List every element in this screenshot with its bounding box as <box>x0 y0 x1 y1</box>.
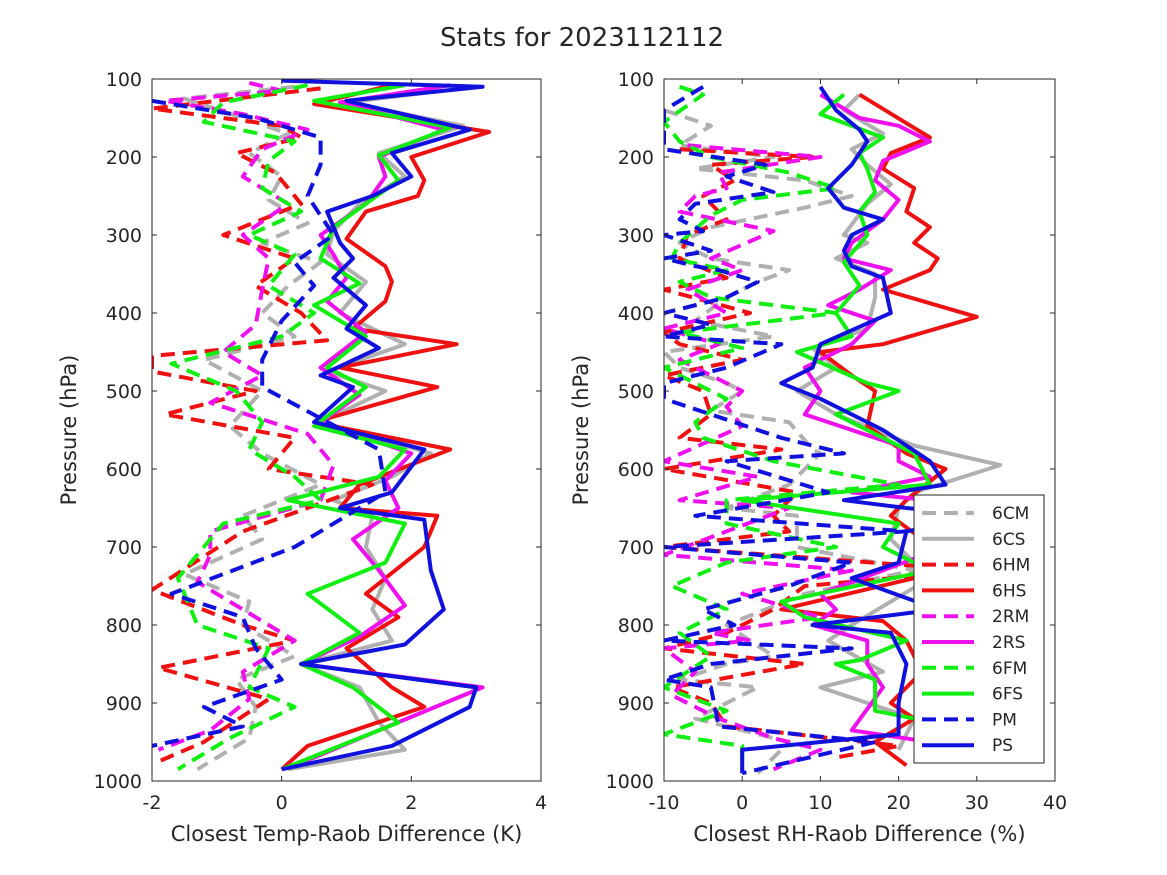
legend-label-2rs: 2RS <box>992 633 1025 653</box>
y-axis-label: Pressure (hPa) <box>569 355 593 506</box>
series-line-ps <box>281 79 485 772</box>
series-line-6fm <box>169 83 323 772</box>
x-tick-label: -10 <box>648 792 679 814</box>
series-line-6cs <box>794 93 1003 751</box>
axes-box <box>663 78 1056 782</box>
x-axis-label: Closest Temp-Raob Difference (K) <box>171 822 523 846</box>
series-line-6cm <box>664 108 917 775</box>
y-tick-label: 500 <box>106 381 142 403</box>
legend-label-2rm: 2RM <box>992 607 1029 627</box>
y-tick-label: 900 <box>106 693 142 715</box>
legend-label-6cm: 6CM <box>992 504 1029 524</box>
x-tick-label: 10 <box>808 792 832 814</box>
series-group <box>664 84 1003 776</box>
y-axis-label: Pressure (hPa) <box>57 355 81 506</box>
legend-label-6fm: 6FM <box>992 659 1027 679</box>
y-tick-label: 800 <box>618 615 654 637</box>
series-line-2rm <box>157 80 336 752</box>
y-tick-label: 200 <box>618 147 654 169</box>
y-tick-label: 300 <box>106 225 142 247</box>
y-tick-label: 1000 <box>94 771 142 793</box>
y-tick-label: 400 <box>106 303 142 325</box>
y-tick-label: 600 <box>618 459 654 481</box>
x-tick-label: 20 <box>887 792 911 814</box>
series-line-6fs <box>740 93 932 740</box>
y-tick-label: 700 <box>106 537 142 559</box>
y-tick-label: 800 <box>106 615 142 637</box>
series-line-ps <box>740 85 987 774</box>
series-line-6hm <box>152 86 375 764</box>
y-tick-label: 1000 <box>606 771 654 793</box>
legend-label-pm: PM <box>992 710 1017 730</box>
y-tick-label: 200 <box>106 147 142 169</box>
x-tick-label: 4 <box>535 792 547 814</box>
y-tick-label: 700 <box>618 537 654 559</box>
y-tick-label: 500 <box>618 381 654 403</box>
legend-label-6hm: 6HM <box>992 556 1030 576</box>
series-line-pm <box>664 85 909 776</box>
series-line-2rs <box>802 92 948 744</box>
x-tick-label: -2 <box>143 792 162 814</box>
legend-label-6fs: 6FS <box>992 685 1023 705</box>
y-tick-label: 400 <box>618 303 654 325</box>
series-line-pm <box>152 98 388 748</box>
y-tick-label: 300 <box>618 225 654 247</box>
x-tick-label: 30 <box>965 792 989 814</box>
y-tick-label: 100 <box>106 69 142 91</box>
series-line-6hs <box>280 83 492 771</box>
figure-title: Stats for 2023112112 <box>440 23 724 53</box>
axes-box <box>151 78 542 782</box>
series-line-6cm <box>182 84 323 772</box>
y-tick-label: 600 <box>106 459 142 481</box>
y-tick-label: 100 <box>618 69 654 91</box>
temp-diff-panel: -2 0 2 4 100 200 300 400 500 600 700 800 900 1000 Clos… <box>57 69 547 846</box>
legend: 6CM 6CS 6HM 6HS 2RM 2RS 6FM 6FS PM PS <box>913 494 1045 764</box>
x-tick-label: 0 <box>736 792 748 814</box>
x-tick-label: 40 <box>1043 792 1067 814</box>
series-group <box>152 79 492 772</box>
x-axis-label: Closest RH-Raob Difference (%) <box>693 822 1025 846</box>
legend-label-6cs: 6CS <box>992 530 1025 550</box>
legend-label-ps: PS <box>992 736 1013 756</box>
x-tick-label: 2 <box>405 792 417 814</box>
y-tick-label: 900 <box>618 693 654 715</box>
legend-label-6hs: 6HS <box>992 581 1026 601</box>
x-tick-label: 0 <box>276 792 288 814</box>
